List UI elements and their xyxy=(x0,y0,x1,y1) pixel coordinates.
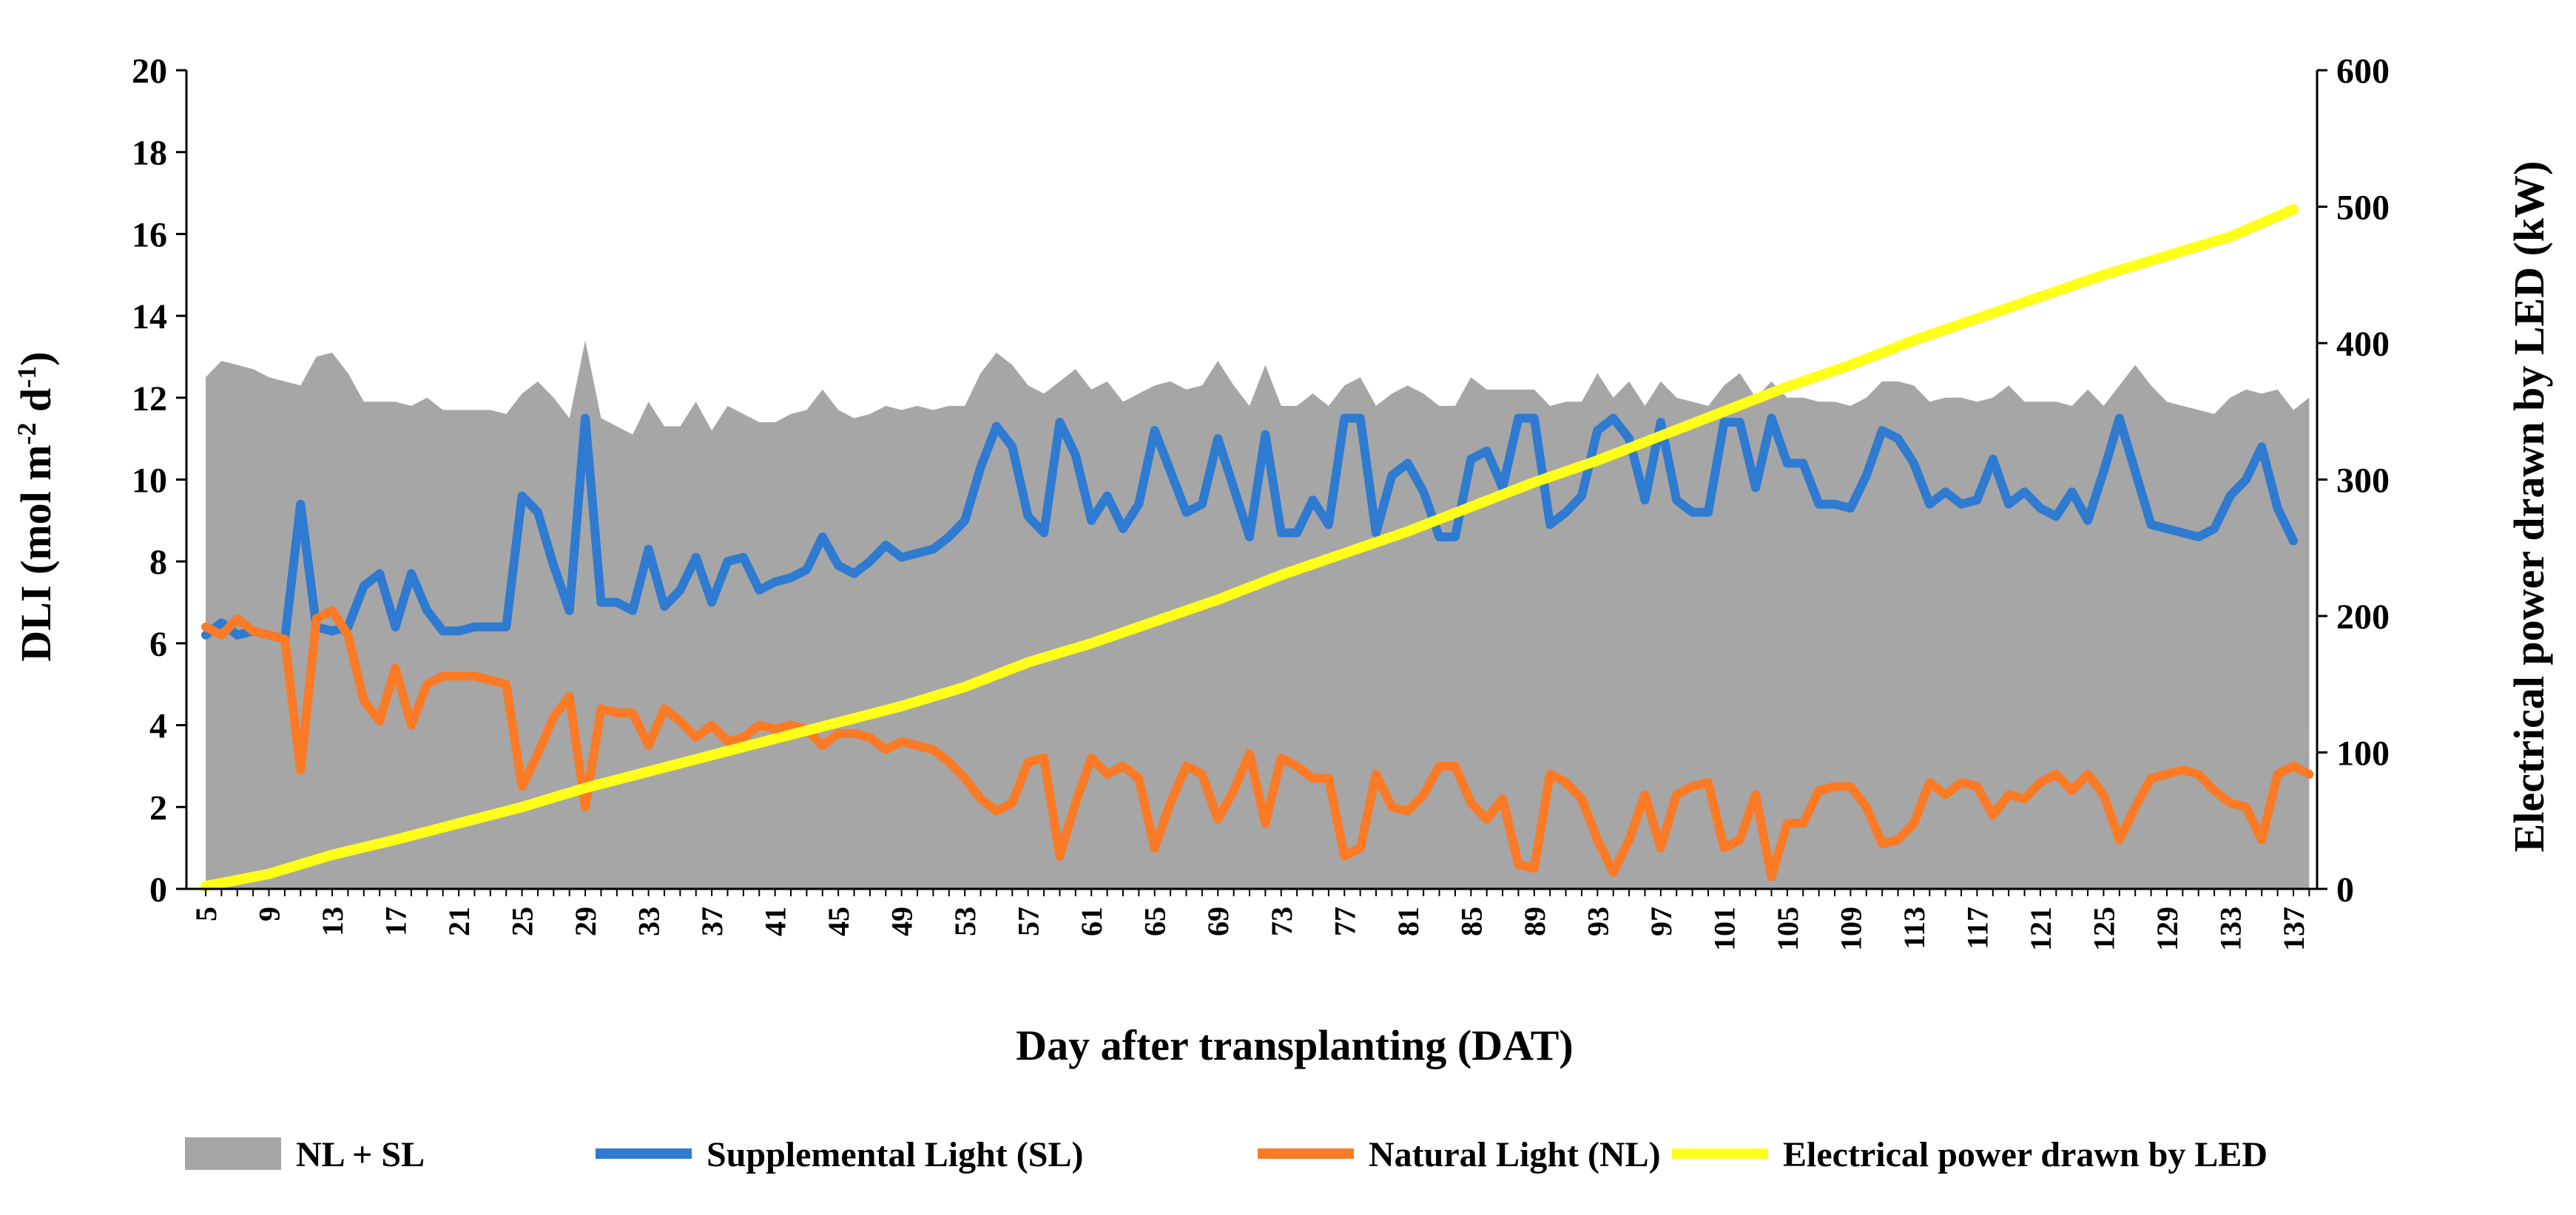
y-left-tick-label: 8 xyxy=(149,543,167,582)
x-tick-label: 81 xyxy=(1392,907,1425,936)
labels-layer: DLI (mol m-2 d-1) Electrical power drawn… xyxy=(12,161,2553,1069)
line-series-supplemental-light-sl xyxy=(201,413,2298,644)
x-tick-label: 25 xyxy=(506,907,539,936)
x-tick-label: 5 xyxy=(189,907,223,921)
x-tick-label: 17 xyxy=(380,907,413,936)
x-tick-label: 13 xyxy=(316,907,349,936)
y-left-tick-label: 0 xyxy=(149,870,167,910)
line-layer xyxy=(200,204,2314,892)
x-tick-label: 57 xyxy=(1012,907,1045,936)
x-tick-label: 65 xyxy=(1139,907,1172,936)
y-left-tick-label: 10 xyxy=(132,461,167,501)
x-tick-label: 133 xyxy=(2213,907,2247,951)
line-series-natural-light-nl xyxy=(201,606,2314,881)
y-left-tick-label: 6 xyxy=(149,625,167,664)
legend-label-electrical-power-drawn-by-led: Electrical power drawn by LED xyxy=(1783,1135,2268,1174)
x-tick-label: 49 xyxy=(886,907,919,936)
x-tick-label: 101 xyxy=(1707,907,1741,951)
legend: NL + SL Supplemental Light (SL) Natural Li… xyxy=(185,1135,2268,1174)
y-right-tick-label: 200 xyxy=(2336,598,2390,637)
x-tick-label: 37 xyxy=(695,907,729,936)
y-right-tick-label: 100 xyxy=(2336,734,2390,774)
y-left-tick-label: 18 xyxy=(132,134,167,173)
y-left-tick-label: 2 xyxy=(149,788,167,828)
x-tick-label: 93 xyxy=(1581,907,1614,936)
x-tick-label: 61 xyxy=(1075,907,1108,936)
x-tick-label: 73 xyxy=(1265,907,1298,936)
legend-label-nl-sl: NL + SL xyxy=(296,1135,425,1174)
x-tick-label: 85 xyxy=(1454,907,1488,936)
x-tick-label: 33 xyxy=(633,907,666,936)
y-right-tick-label: 500 xyxy=(2336,189,2390,228)
x-tick-label: 121 xyxy=(2024,907,2057,951)
legend-swatch-nl-sl xyxy=(185,1137,281,1170)
y-right-tick-label: 600 xyxy=(2336,52,2390,91)
y-right-tick-label: 300 xyxy=(2336,461,2390,501)
x-tick-label: 129 xyxy=(2151,907,2184,951)
y-left-tick-label: 20 xyxy=(132,52,167,91)
x-tick-label: 117 xyxy=(1960,907,1994,950)
y-left-tick-label: 14 xyxy=(132,297,167,336)
y-axis-right-title: Electrical power drawn by LED (kW) xyxy=(2505,161,2553,853)
line-series-electrical-power-drawn-by-led xyxy=(200,204,2299,892)
x-axis-title: Day after transplanting (DAT) xyxy=(1016,1021,1573,1069)
x-tick-label: 97 xyxy=(1645,907,1678,936)
y-left-tick-label: 16 xyxy=(132,215,167,254)
y-right-tick-label: 400 xyxy=(2336,325,2390,364)
x-tick-label: 21 xyxy=(442,907,476,936)
x-tick-label: 53 xyxy=(948,907,982,936)
x-tick-label: 137 xyxy=(2277,907,2310,951)
x-tick-label: 9 xyxy=(253,907,286,921)
x-tick-label: 41 xyxy=(759,907,792,936)
x-tick-label: 89 xyxy=(1518,907,1551,936)
y-left-tick-label: 4 xyxy=(149,707,167,746)
x-tick-label: 45 xyxy=(822,907,855,936)
legend-label-supplemental-light-sl: Supplemental Light (SL) xyxy=(707,1135,1083,1174)
x-tick-label: 113 xyxy=(1898,907,1931,950)
legend-label-natural-light-nl: Natural Light (NL) xyxy=(1369,1135,1661,1174)
x-tick-label: 125 xyxy=(2087,907,2120,951)
y-right-tick-label: 0 xyxy=(2336,870,2354,910)
y-left-tick-label: 12 xyxy=(132,379,167,419)
x-tick-label: 69 xyxy=(1201,907,1235,936)
x-tick-label: 109 xyxy=(1834,907,1867,951)
x-tick-label: 105 xyxy=(1771,907,1804,951)
x-tick-label: 29 xyxy=(569,907,602,936)
y-axis-left-title: DLI (mol m-2 d-1) xyxy=(12,351,60,661)
x-tick-label: 77 xyxy=(1328,907,1361,936)
